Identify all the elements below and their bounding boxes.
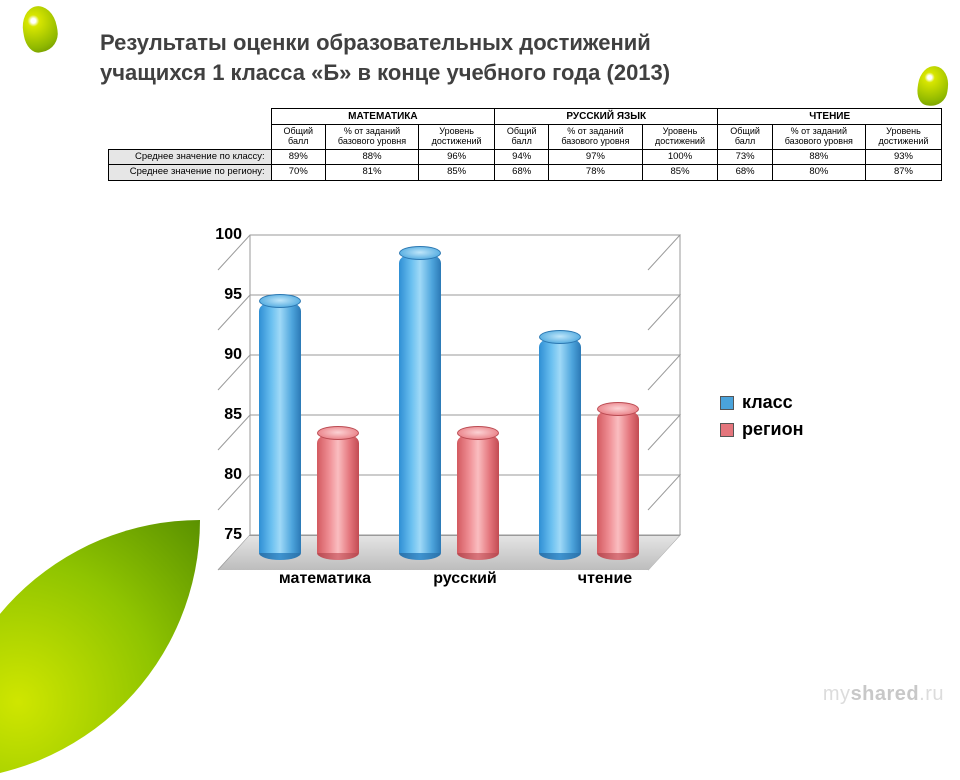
cell: 87% — [865, 165, 941, 180]
decor-drop-top-left — [19, 3, 60, 54]
table-row: Среднее значение по классу:89%88%96%94%9… — [109, 149, 942, 164]
cell: 88% — [772, 149, 865, 164]
y-tick: 95 — [224, 286, 242, 304]
x-label: русский — [395, 570, 535, 588]
bar-chart: 7580859095100 математикарусскийчтение — [180, 235, 725, 595]
row-label: Среднее значение по региону: — [109, 165, 272, 180]
title-line-2: учащихся 1 класса «Б» в конце учебного г… — [100, 60, 670, 85]
cell: 94% — [495, 149, 549, 164]
cell: 68% — [718, 165, 772, 180]
legend-label-region: регион — [742, 419, 803, 440]
col-group-reading: ЧТЕНИЕ — [718, 109, 942, 125]
col-group-math: МАТЕМАТИКА — [271, 109, 494, 125]
data-table: МАТЕМАТИКА РУССКИЙ ЯЗЫК ЧТЕНИЕ Общий бал… — [108, 108, 942, 181]
cell: 78% — [549, 165, 642, 180]
y-axis: 7580859095100 — [180, 235, 250, 535]
x-label: математика — [255, 570, 395, 588]
cell: 73% — [718, 149, 772, 164]
decor-drop-right — [915, 64, 950, 108]
legend-item-class: класс — [720, 392, 803, 413]
table-body: Среднее значение по классу:89%88%96%94%9… — [109, 149, 942, 180]
y-tick: 100 — [215, 226, 242, 244]
x-label: чтение — [535, 570, 675, 588]
legend-swatch-blue — [720, 396, 734, 410]
cell: 96% — [419, 149, 495, 164]
row-label: Среднее значение по классу: — [109, 149, 272, 164]
table-row: Среднее значение по региону:70%81%85%68%… — [109, 165, 942, 180]
legend: класс регион — [720, 392, 803, 446]
title-line-1: Результаты оценки образовательных достиж… — [100, 30, 651, 55]
page-title: Результаты оценки образовательных достиж… — [100, 28, 670, 87]
y-tick: 90 — [224, 346, 242, 364]
cell: 89% — [271, 149, 325, 164]
cell: 81% — [325, 165, 418, 180]
results-table: МАТЕМАТИКА РУССКИЙ ЯЗЫК ЧТЕНИЕ Общий бал… — [108, 108, 942, 181]
y-tick: 85 — [224, 406, 242, 424]
y-tick: 75 — [224, 526, 242, 544]
table-corner — [109, 109, 272, 150]
legend-swatch-red — [720, 423, 734, 437]
cell: 80% — [772, 165, 865, 180]
plot-area: математикарусскийчтение — [250, 235, 680, 535]
y-tick: 80 — [224, 466, 242, 484]
cell: 70% — [271, 165, 325, 180]
col-group-russian: РУССКИЙ ЯЗЫК — [495, 109, 718, 125]
legend-item-region: регион — [720, 419, 803, 440]
decor-leaf-bottom-left — [0, 520, 200, 780]
cell: 68% — [495, 165, 549, 180]
watermark: myshared.ru — [823, 683, 944, 706]
cell: 85% — [419, 165, 495, 180]
cell: 85% — [642, 165, 718, 180]
cell: 97% — [549, 149, 642, 164]
legend-label-class: класс — [742, 392, 793, 413]
cell: 100% — [642, 149, 718, 164]
cell: 93% — [865, 149, 941, 164]
cell: 88% — [325, 149, 418, 164]
